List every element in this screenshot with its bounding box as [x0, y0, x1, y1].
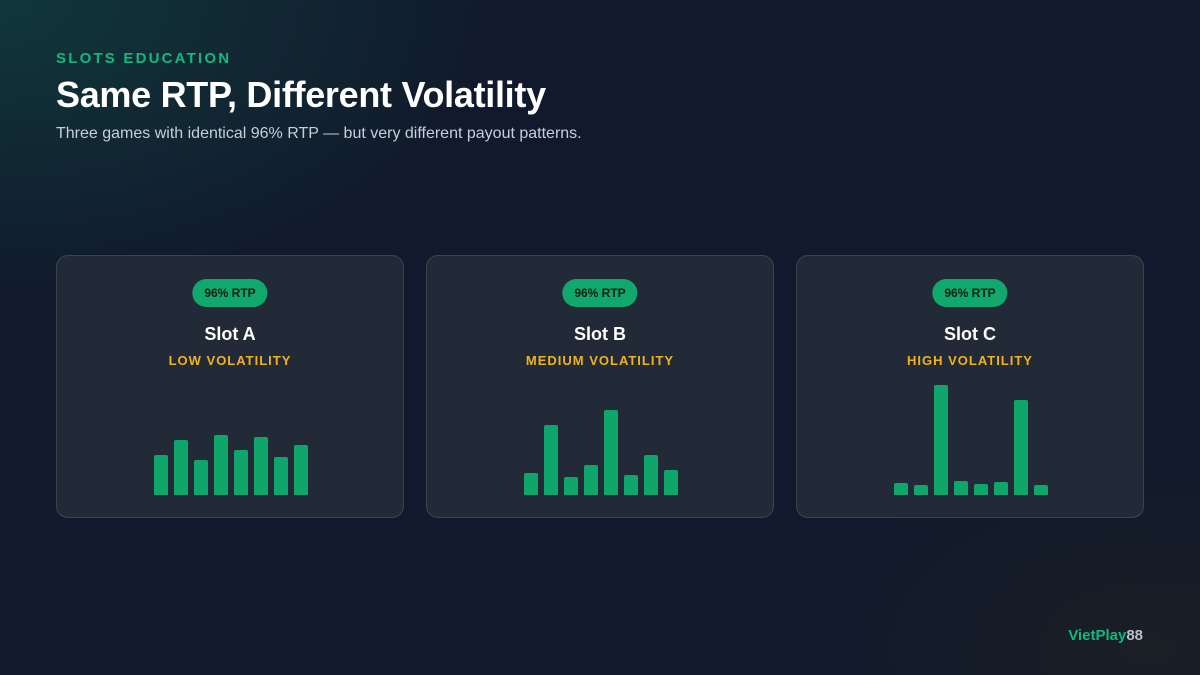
- chart-bar: [214, 435, 228, 495]
- slot-card-a: 96% RTP Slot A LOW VOLATILITY: [56, 255, 404, 518]
- payout-bar-chart: [797, 380, 1143, 495]
- chart-bar: [664, 470, 678, 495]
- slot-card-b: 96% RTP Slot B MEDIUM VOLATILITY: [426, 255, 774, 518]
- chart-bar: [894, 483, 908, 495]
- slot-card-c: 96% RTP Slot C HIGH VOLATILITY: [796, 255, 1144, 518]
- brand-logo-part1: VietPlay: [1068, 627, 1127, 644]
- chart-bar: [604, 410, 618, 495]
- chart-bar: [254, 437, 268, 495]
- chart-bar: [234, 450, 248, 495]
- slot-name: Slot B: [574, 324, 626, 344]
- slot-name: Slot A: [204, 324, 256, 344]
- chart-bar: [994, 482, 1008, 495]
- chart-bar: [624, 475, 638, 495]
- chart-bar: [1014, 400, 1028, 495]
- chart-bar: [914, 485, 928, 495]
- payout-bar-chart: [57, 380, 403, 495]
- chart-bar: [544, 425, 558, 495]
- page-title: Same RTP, Different Volatility: [56, 74, 546, 115]
- chart-bar: [194, 460, 208, 495]
- brand-logo-part2: 88: [1126, 627, 1143, 644]
- chart-bar: [174, 440, 188, 495]
- chart-bar: [974, 484, 988, 495]
- chart-bar: [584, 465, 598, 495]
- chart-bar: [564, 477, 578, 495]
- chart-bar: [644, 455, 658, 495]
- rtp-badge: 96% RTP: [562, 279, 638, 307]
- chart-bar: [274, 457, 288, 495]
- volatility-label: MEDIUM VOLATILITY: [525, 353, 675, 368]
- volatility-label: HIGH VOLATILITY: [907, 353, 1033, 368]
- chart-bar: [154, 455, 168, 495]
- page-subtitle: Three games with identical 96% RTP — but…: [56, 125, 582, 142]
- payout-bar-chart: [427, 380, 773, 495]
- rtp-badge: 96% RTP: [932, 279, 1008, 307]
- volatility-label: LOW VOLATILITY: [168, 353, 292, 368]
- chart-bar: [1034, 485, 1048, 495]
- eyebrow-label: SLOTS EDUCATION: [56, 50, 232, 67]
- chart-bar: [954, 481, 968, 495]
- rtp-badge: 96% RTP: [192, 279, 268, 307]
- chart-bar: [294, 445, 308, 495]
- slot-name: Slot C: [944, 324, 996, 344]
- brand-logo: VietPlay88: [1068, 627, 1143, 644]
- chart-bar: [934, 385, 948, 495]
- chart-bar: [524, 473, 538, 495]
